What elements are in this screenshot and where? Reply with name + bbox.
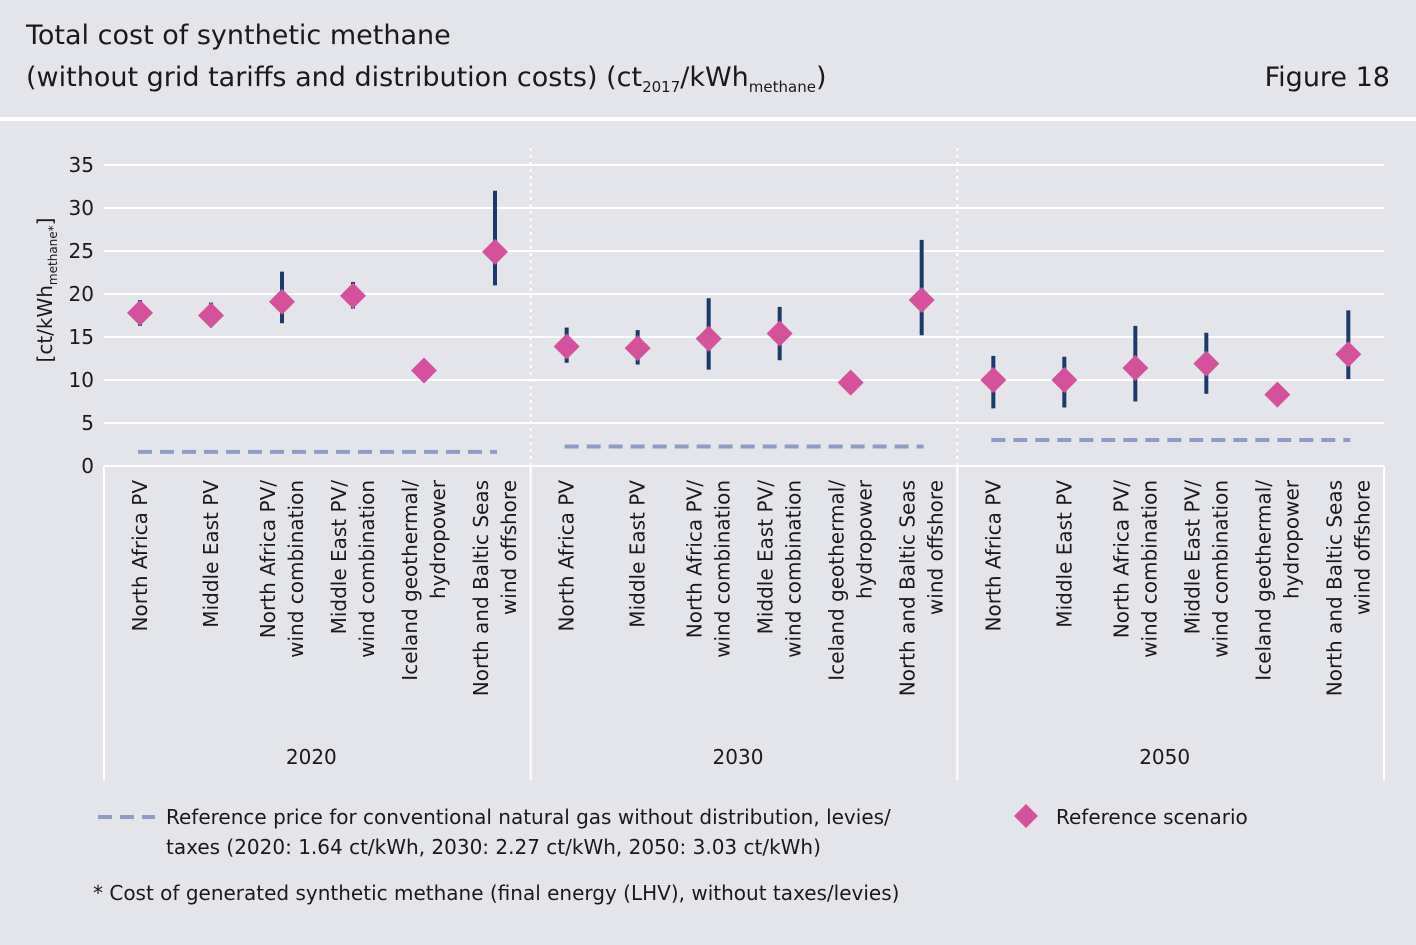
y-tick-label: 5 xyxy=(81,411,94,435)
y-tick-label: 25 xyxy=(69,239,94,263)
category-label: North and Baltic Seas wind offshore xyxy=(896,480,948,696)
y-tick-label: 35 xyxy=(69,153,94,177)
error-bars xyxy=(138,190,1351,409)
legend-reference-line-text-2: taxes (2020: 1.64 ct/kWh, 2030: 2.27 ct/… xyxy=(166,835,821,859)
data-point-diamond xyxy=(1193,350,1220,377)
y-axis-label: [ct/kWhmethane*] xyxy=(33,218,60,363)
legend-reference-line-text-1: Reference price for conventional natural… xyxy=(166,805,891,829)
category-frame xyxy=(103,465,1385,780)
category-label: North Africa PV xyxy=(555,480,579,632)
footnote: * Cost of generated synthetic methane (f… xyxy=(93,881,900,905)
group-label: 2030 xyxy=(713,745,764,769)
y-tick-label: 20 xyxy=(69,282,94,306)
data-point-diamond xyxy=(269,288,295,315)
chart-title-line1: Total cost of synthetic methane xyxy=(26,20,451,51)
group-labels: 2020 2030 2050 xyxy=(286,745,1190,769)
category-label: North Africa PV/wind combination xyxy=(256,480,308,658)
y-tick-labels: 0 5 10 15 20 25 30 35 xyxy=(69,153,94,478)
data-point-diamond xyxy=(127,299,153,326)
category-label: North Africa PV/wind combination xyxy=(1109,480,1161,658)
category-label: North Africa PV xyxy=(981,480,1005,632)
category-label: Middle East PV/wind combination xyxy=(754,480,806,658)
legend xyxy=(98,804,1038,828)
group-label: 2050 xyxy=(1139,745,1190,769)
legend-reference-line-label: Reference price for conventional natural… xyxy=(166,802,891,862)
category-label: Middle East PV/wind combination xyxy=(1180,480,1232,658)
category-label: Iceland geothermal/hydropower xyxy=(825,479,877,680)
data-point-diamond xyxy=(482,238,508,265)
category-label: Middle East PV xyxy=(626,480,650,628)
y-tick-label: 30 xyxy=(69,196,94,220)
data-point-diamond xyxy=(553,333,580,360)
category-label: Iceland geothermal/hydropower xyxy=(398,479,450,680)
data-point-diamond xyxy=(980,367,1007,393)
category-label: Iceland geothermal/hydropower xyxy=(1251,479,1303,680)
data-point-diamond xyxy=(837,369,864,396)
data-points xyxy=(127,238,1362,408)
data-point-diamond xyxy=(695,325,722,352)
data-point-diamond xyxy=(411,357,437,384)
data-point-diamond xyxy=(1122,354,1149,381)
category-label: North and Baltic Seas wind offshore xyxy=(1322,480,1374,696)
chart-title-line2: (without grid tariffs and distribution c… xyxy=(26,62,827,96)
category-labels: North Africa PV Middle East PV North Afric… xyxy=(128,479,1374,696)
legend-diamond-swatch xyxy=(1014,804,1038,828)
group-label: 2020 xyxy=(286,745,337,769)
category-label: North Africa PV xyxy=(128,480,152,632)
data-point-diamond xyxy=(1264,381,1291,408)
category-label: Middle East PV/wind combination xyxy=(327,480,379,658)
data-point-diamond xyxy=(766,320,793,347)
data-point-diamond xyxy=(198,302,224,329)
data-point-diamond xyxy=(340,282,366,309)
y-tick-label: 10 xyxy=(69,368,94,392)
y-tick-label: 15 xyxy=(69,325,94,349)
data-point-diamond xyxy=(1051,367,1078,393)
category-label: Middle East PV xyxy=(199,480,223,628)
category-label: North Africa PV/wind combination xyxy=(683,480,735,658)
figure-label: Figure 18 xyxy=(1264,62,1390,93)
reference-lines xyxy=(138,437,1351,454)
category-label: North and Baltic Seas wind offshore xyxy=(469,480,521,696)
y-tick-label: 0 xyxy=(81,454,94,478)
data-point-diamond xyxy=(624,335,651,362)
category-label: Middle East PV xyxy=(1052,480,1076,628)
grid xyxy=(104,148,1384,467)
header-divider xyxy=(0,117,1416,121)
data-point-diamond xyxy=(908,287,935,314)
data-point-diamond xyxy=(1335,341,1362,368)
legend-reference-scenario-label: Reference scenario xyxy=(1056,805,1248,829)
